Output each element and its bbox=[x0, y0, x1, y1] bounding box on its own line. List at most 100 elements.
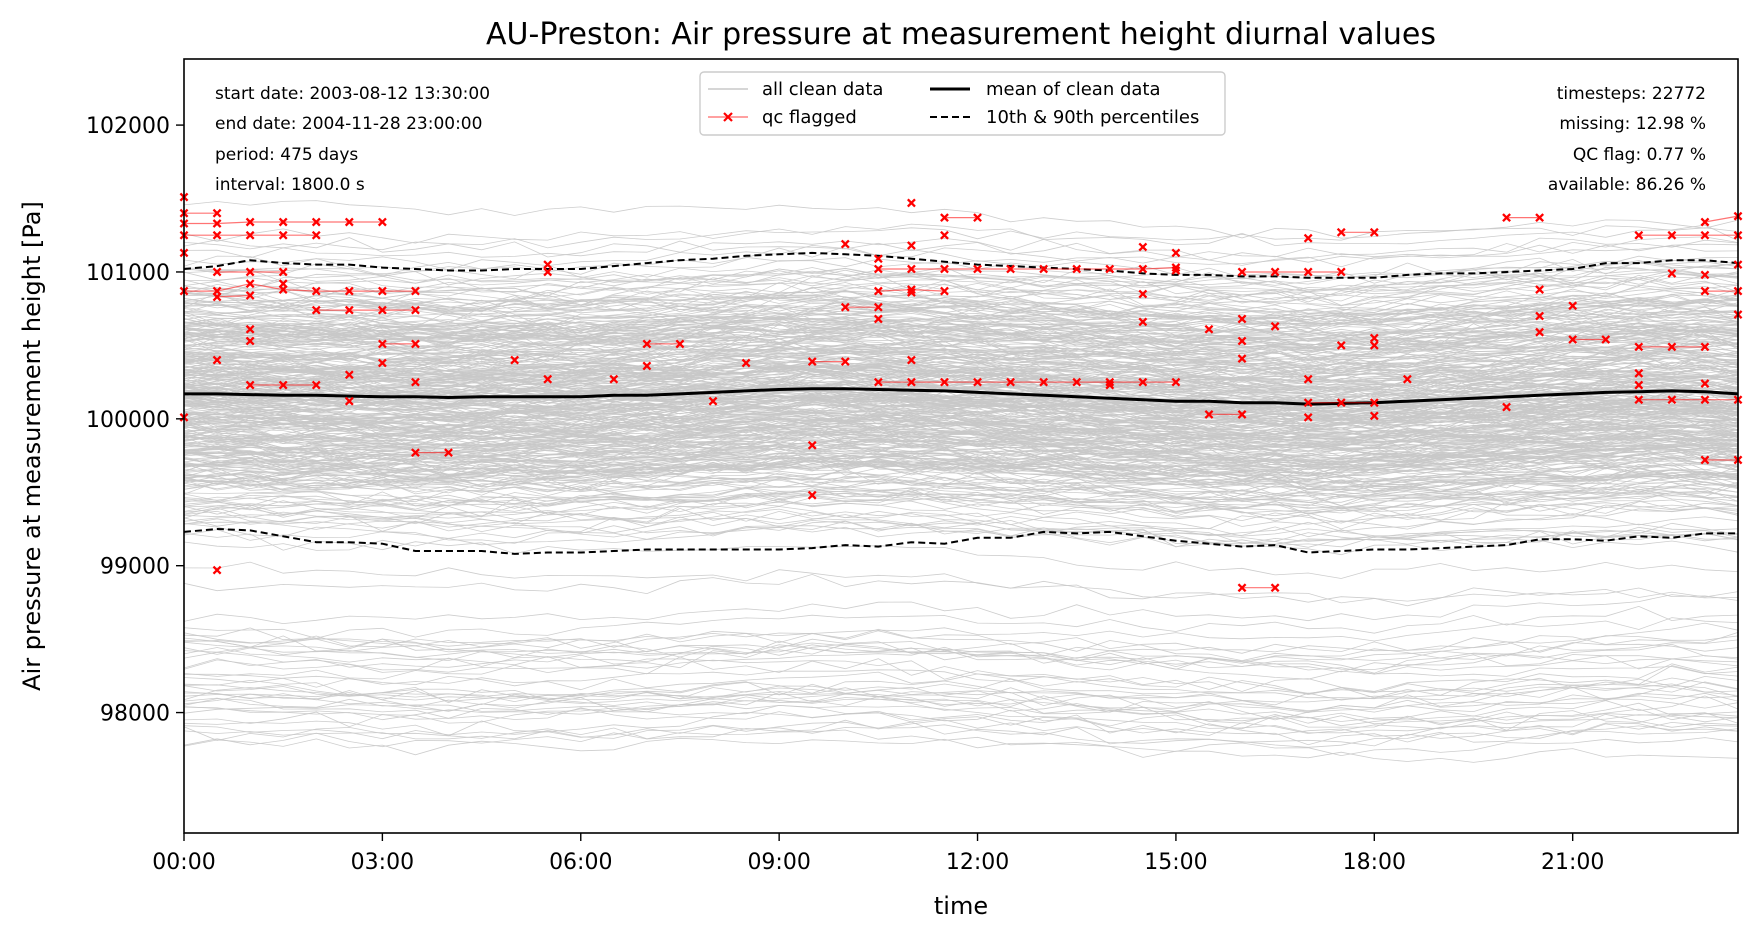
clean-data-line bbox=[183, 362, 1739, 391]
clean-data-line bbox=[183, 289, 1739, 315]
x-tick-label: 03:00 bbox=[351, 850, 414, 875]
clean-data-line bbox=[183, 627, 1739, 662]
clean-data-line bbox=[183, 327, 1739, 367]
clean-data-line bbox=[183, 506, 1739, 551]
qc-flagged-point bbox=[940, 377, 949, 387]
clean-data-line bbox=[183, 414, 1739, 449]
clean-data-line bbox=[183, 270, 1739, 301]
qc-flagged-point bbox=[609, 374, 619, 384]
clean-data-line bbox=[183, 533, 1739, 579]
y-tick-label: 98000 bbox=[100, 702, 170, 727]
clean-data-line bbox=[183, 288, 1739, 341]
qc-flagged-point bbox=[377, 358, 387, 368]
clean-data-line bbox=[183, 470, 1739, 496]
plot-area-frame bbox=[183, 58, 1739, 834]
clean-data-line bbox=[183, 470, 1739, 492]
qc-flagged-point bbox=[1204, 324, 1214, 334]
qc-flagged-point bbox=[344, 370, 354, 380]
qc-flagged-point bbox=[344, 286, 354, 296]
qc-flagged-point bbox=[940, 286, 949, 296]
qc-flagged-point bbox=[1700, 217, 1710, 227]
clean-data-line bbox=[183, 685, 1739, 721]
qc-flagged-point bbox=[1138, 264, 1148, 274]
qc-flagged-point bbox=[212, 565, 222, 575]
clean-data-line bbox=[183, 335, 1739, 379]
qc-flagged-point bbox=[1402, 374, 1412, 384]
clean-data-line bbox=[183, 401, 1739, 452]
qc-flagged-point bbox=[873, 314, 883, 324]
clean-data-line bbox=[183, 237, 1739, 263]
clean-data-line bbox=[183, 447, 1739, 481]
qc-flagged-point bbox=[1667, 269, 1677, 278]
clean-data-line bbox=[183, 365, 1739, 392]
qc-flagged-point bbox=[1634, 380, 1644, 390]
info-missing: missing: 12.98 % bbox=[1559, 114, 1706, 134]
qc-flagged-point bbox=[1105, 264, 1115, 274]
clean-data-line bbox=[183, 526, 1739, 546]
y-tick-label: 100000 bbox=[86, 408, 170, 433]
clean-data-line bbox=[183, 385, 1739, 422]
qc-flagged-point bbox=[1270, 267, 1280, 277]
qc-flagged-point bbox=[1369, 411, 1379, 421]
qc-flagged-line bbox=[878, 267, 1176, 270]
x-tick-label: 21:00 bbox=[1541, 850, 1604, 875]
clean-data-line bbox=[183, 420, 1739, 447]
clean-data-line bbox=[183, 411, 1739, 437]
clean-data-line bbox=[183, 274, 1739, 311]
info-timesteps: timesteps: 22772 bbox=[1557, 84, 1706, 104]
clean-data-line bbox=[183, 630, 1739, 653]
clean-data-line bbox=[183, 561, 1739, 604]
qc-flagged-point bbox=[873, 286, 883, 296]
qc-flagged-point bbox=[1237, 583, 1247, 593]
qc-flagged-point bbox=[245, 336, 255, 346]
qc-flagged-point bbox=[311, 230, 321, 240]
qc-flagged-point bbox=[1568, 335, 1578, 344]
clean-data-line bbox=[183, 273, 1739, 315]
mean-of-clean-data-line bbox=[184, 387, 1739, 406]
qc-flagged-point bbox=[1700, 230, 1710, 240]
clean-data-line bbox=[183, 431, 1739, 456]
clean-data-line bbox=[183, 313, 1739, 336]
qc-flagged-point bbox=[1237, 314, 1247, 324]
qc-flagged-point bbox=[212, 230, 222, 240]
clean-data-line bbox=[183, 255, 1739, 294]
qc-flagged-point bbox=[840, 302, 850, 312]
info-left: start date: 2003-08-12 13:30:00 end date… bbox=[215, 84, 490, 195]
clean-data-line bbox=[183, 325, 1739, 352]
clean-data-line bbox=[183, 721, 1739, 747]
clean-data-line bbox=[183, 457, 1738, 487]
clean-data-line bbox=[183, 484, 1739, 511]
clean-data-line bbox=[183, 383, 1739, 419]
qc-flagged-point bbox=[212, 219, 222, 228]
qc-flagged-point bbox=[973, 264, 982, 274]
qc-flagged-point bbox=[1700, 455, 1710, 465]
qc-flagged-point bbox=[1303, 412, 1313, 422]
clean-data-line bbox=[183, 370, 1739, 403]
qc-flagged-point bbox=[1700, 286, 1710, 296]
qc-flagged-point bbox=[377, 217, 387, 227]
qc-flagged-point bbox=[1634, 230, 1644, 240]
qc-flagged-point bbox=[212, 208, 222, 218]
info-end-date: end date: 2004-11-28 23:00:00 bbox=[215, 114, 482, 134]
clean-data-line bbox=[183, 411, 1739, 441]
clean-data-line bbox=[183, 573, 1739, 607]
clean-data-line bbox=[183, 237, 1739, 261]
clean-data-line bbox=[183, 665, 1739, 705]
qc-flagged-point bbox=[1006, 377, 1016, 387]
clean-data-line bbox=[183, 315, 1739, 341]
legend-clean-label: all clean data bbox=[762, 79, 883, 100]
clean-data-line bbox=[183, 685, 1739, 728]
qc-flagged-point bbox=[807, 490, 817, 500]
qc-flagged-point bbox=[1700, 379, 1710, 388]
clean-data-line bbox=[183, 306, 1739, 343]
info-interval: interval: 1800.0 s bbox=[215, 175, 365, 195]
qc-flagged-point bbox=[1303, 374, 1313, 384]
clean-data-line bbox=[183, 663, 1739, 692]
clean-data-line bbox=[183, 605, 1739, 639]
clean-data-line bbox=[183, 695, 1739, 741]
qc-flagged-point bbox=[1700, 395, 1710, 405]
qc-flagged-point bbox=[1237, 354, 1247, 364]
qc-flagged-point bbox=[1502, 402, 1511, 412]
clean-data-line bbox=[183, 456, 1739, 487]
clean-data-line bbox=[183, 409, 1739, 430]
